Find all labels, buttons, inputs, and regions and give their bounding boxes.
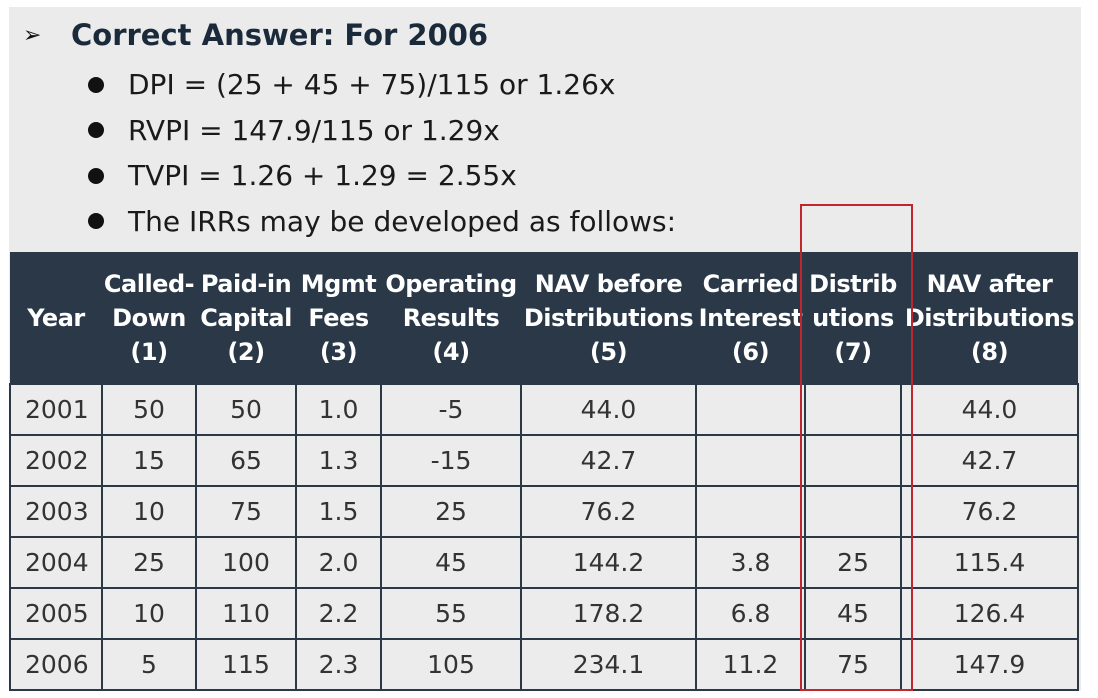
col-header-nav-before: NAV before Distributions (5) — [521, 252, 696, 384]
cell: 2.0 — [295, 536, 382, 589]
answer-heading: ➢ Correct Answer: For 2006 — [23, 18, 488, 52]
cell: 2006 — [9, 638, 103, 691]
cell — [695, 485, 806, 538]
cell: 2005 — [9, 587, 103, 640]
table-row: 2005 10 110 2.2 55 178.2 6.8 45 126.4 — [9, 587, 1079, 640]
cell — [804, 434, 902, 487]
cell: 15 — [101, 434, 197, 487]
arrow-bullet-icon: ➢ — [23, 22, 42, 48]
bullet-rvpi: RVPI = 147.9/115 or 1.29x — [88, 108, 676, 154]
cell: 45 — [804, 587, 902, 640]
cell: 2.2 — [295, 587, 382, 640]
cell: 2004 — [9, 536, 103, 589]
bullet-dpi: DPI = (25 + 45 + 75)/115 or 1.26x — [88, 62, 676, 108]
cell: -5 — [380, 383, 522, 436]
cell: -15 — [380, 434, 522, 487]
cell: 100 — [195, 536, 297, 589]
cell: 6.8 — [695, 587, 806, 640]
cell: 42.7 — [520, 434, 697, 487]
bullet-irr: The IRRs may be developed as follows: — [88, 199, 676, 245]
table-row: 2003 10 75 1.5 25 76.2 76.2 — [9, 485, 1079, 538]
cell — [695, 434, 806, 487]
table-row: 2006 5 115 2.3 105 234.1 11.2 75 147.9 — [9, 638, 1079, 691]
table-row: 2002 15 65 1.3 -15 42.7 42.7 — [9, 434, 1079, 487]
bullet-list: DPI = (25 + 45 + 75)/115 or 1.26x RVPI =… — [88, 62, 676, 244]
bullet-dot-icon — [88, 122, 104, 139]
cell: 75 — [195, 485, 297, 538]
cell: 144.2 — [520, 536, 697, 589]
cell: 2001 — [9, 383, 103, 436]
cell: 76.2 — [520, 485, 697, 538]
cell — [695, 383, 806, 436]
cell: 50 — [195, 383, 297, 436]
bullet-dot-icon — [88, 76, 104, 93]
cell: 115 — [195, 638, 297, 691]
cell — [804, 485, 902, 538]
col-header-operating: Operating Results (4) — [381, 252, 521, 384]
cell: 3.8 — [695, 536, 806, 589]
cell: 1.5 — [295, 485, 382, 538]
cell: 105 — [380, 638, 522, 691]
col-header-year: Year — [10, 252, 102, 384]
cell: 11.2 — [695, 638, 806, 691]
cell: 10 — [101, 587, 197, 640]
cell: 50 — [101, 383, 197, 436]
cell: 65 — [195, 434, 297, 487]
bullet-dot-icon — [88, 213, 104, 230]
cell: 2.3 — [295, 638, 382, 691]
col-header-mgmt-fees: Mgmt Fees (3) — [296, 252, 381, 384]
cell: 178.2 — [520, 587, 697, 640]
bullet-dot-icon — [88, 167, 104, 184]
table-header-row: Year Called- Down (1) Paid-in Capital (2) Mg… — [10, 252, 1078, 384]
cell — [804, 383, 902, 436]
cell: 234.1 — [520, 638, 697, 691]
cell: 75 — [804, 638, 902, 691]
col-header-carried: Carried Interest (6) — [696, 252, 805, 384]
cell: 44.0 — [900, 383, 1079, 436]
bullet-tvpi: TVPI = 1.26 + 1.29 = 2.55x — [88, 153, 676, 199]
col-header-paid-in: Paid-in Capital (2) — [196, 252, 296, 384]
col-header-nav-after: NAV after Distributions (8) — [901, 252, 1078, 384]
cell: 110 — [195, 587, 297, 640]
col-header-called-down: Called- Down (1) — [102, 252, 196, 384]
cell: 25 — [101, 536, 197, 589]
cell: 42.7 — [900, 434, 1079, 487]
cell: 10 — [101, 485, 197, 538]
cell: 44.0 — [520, 383, 697, 436]
fund-table: Year Called- Down (1) Paid-in Capital (2) Mg… — [9, 252, 1079, 691]
col-header-distributions: Distrib utions (7) — [805, 252, 901, 384]
cell: 55 — [380, 587, 522, 640]
cell: 5 — [101, 638, 197, 691]
cell: 1.0 — [295, 383, 382, 436]
cell: 45 — [380, 536, 522, 589]
cell: 147.9 — [900, 638, 1079, 691]
cell: 2003 — [9, 485, 103, 538]
cell: 115.4 — [900, 536, 1079, 589]
table-row: 2001 50 50 1.0 -5 44.0 44.0 — [9, 383, 1079, 436]
cell: 1.3 — [295, 434, 382, 487]
cell: 25 — [380, 485, 522, 538]
heading-text: Correct Answer: For 2006 — [71, 18, 489, 52]
cell: 126.4 — [900, 587, 1079, 640]
cell: 76.2 — [900, 485, 1079, 538]
cell: 25 — [804, 536, 902, 589]
cell: 2002 — [9, 434, 103, 487]
table-row: 2004 25 100 2.0 45 144.2 3.8 25 115.4 — [9, 536, 1079, 589]
